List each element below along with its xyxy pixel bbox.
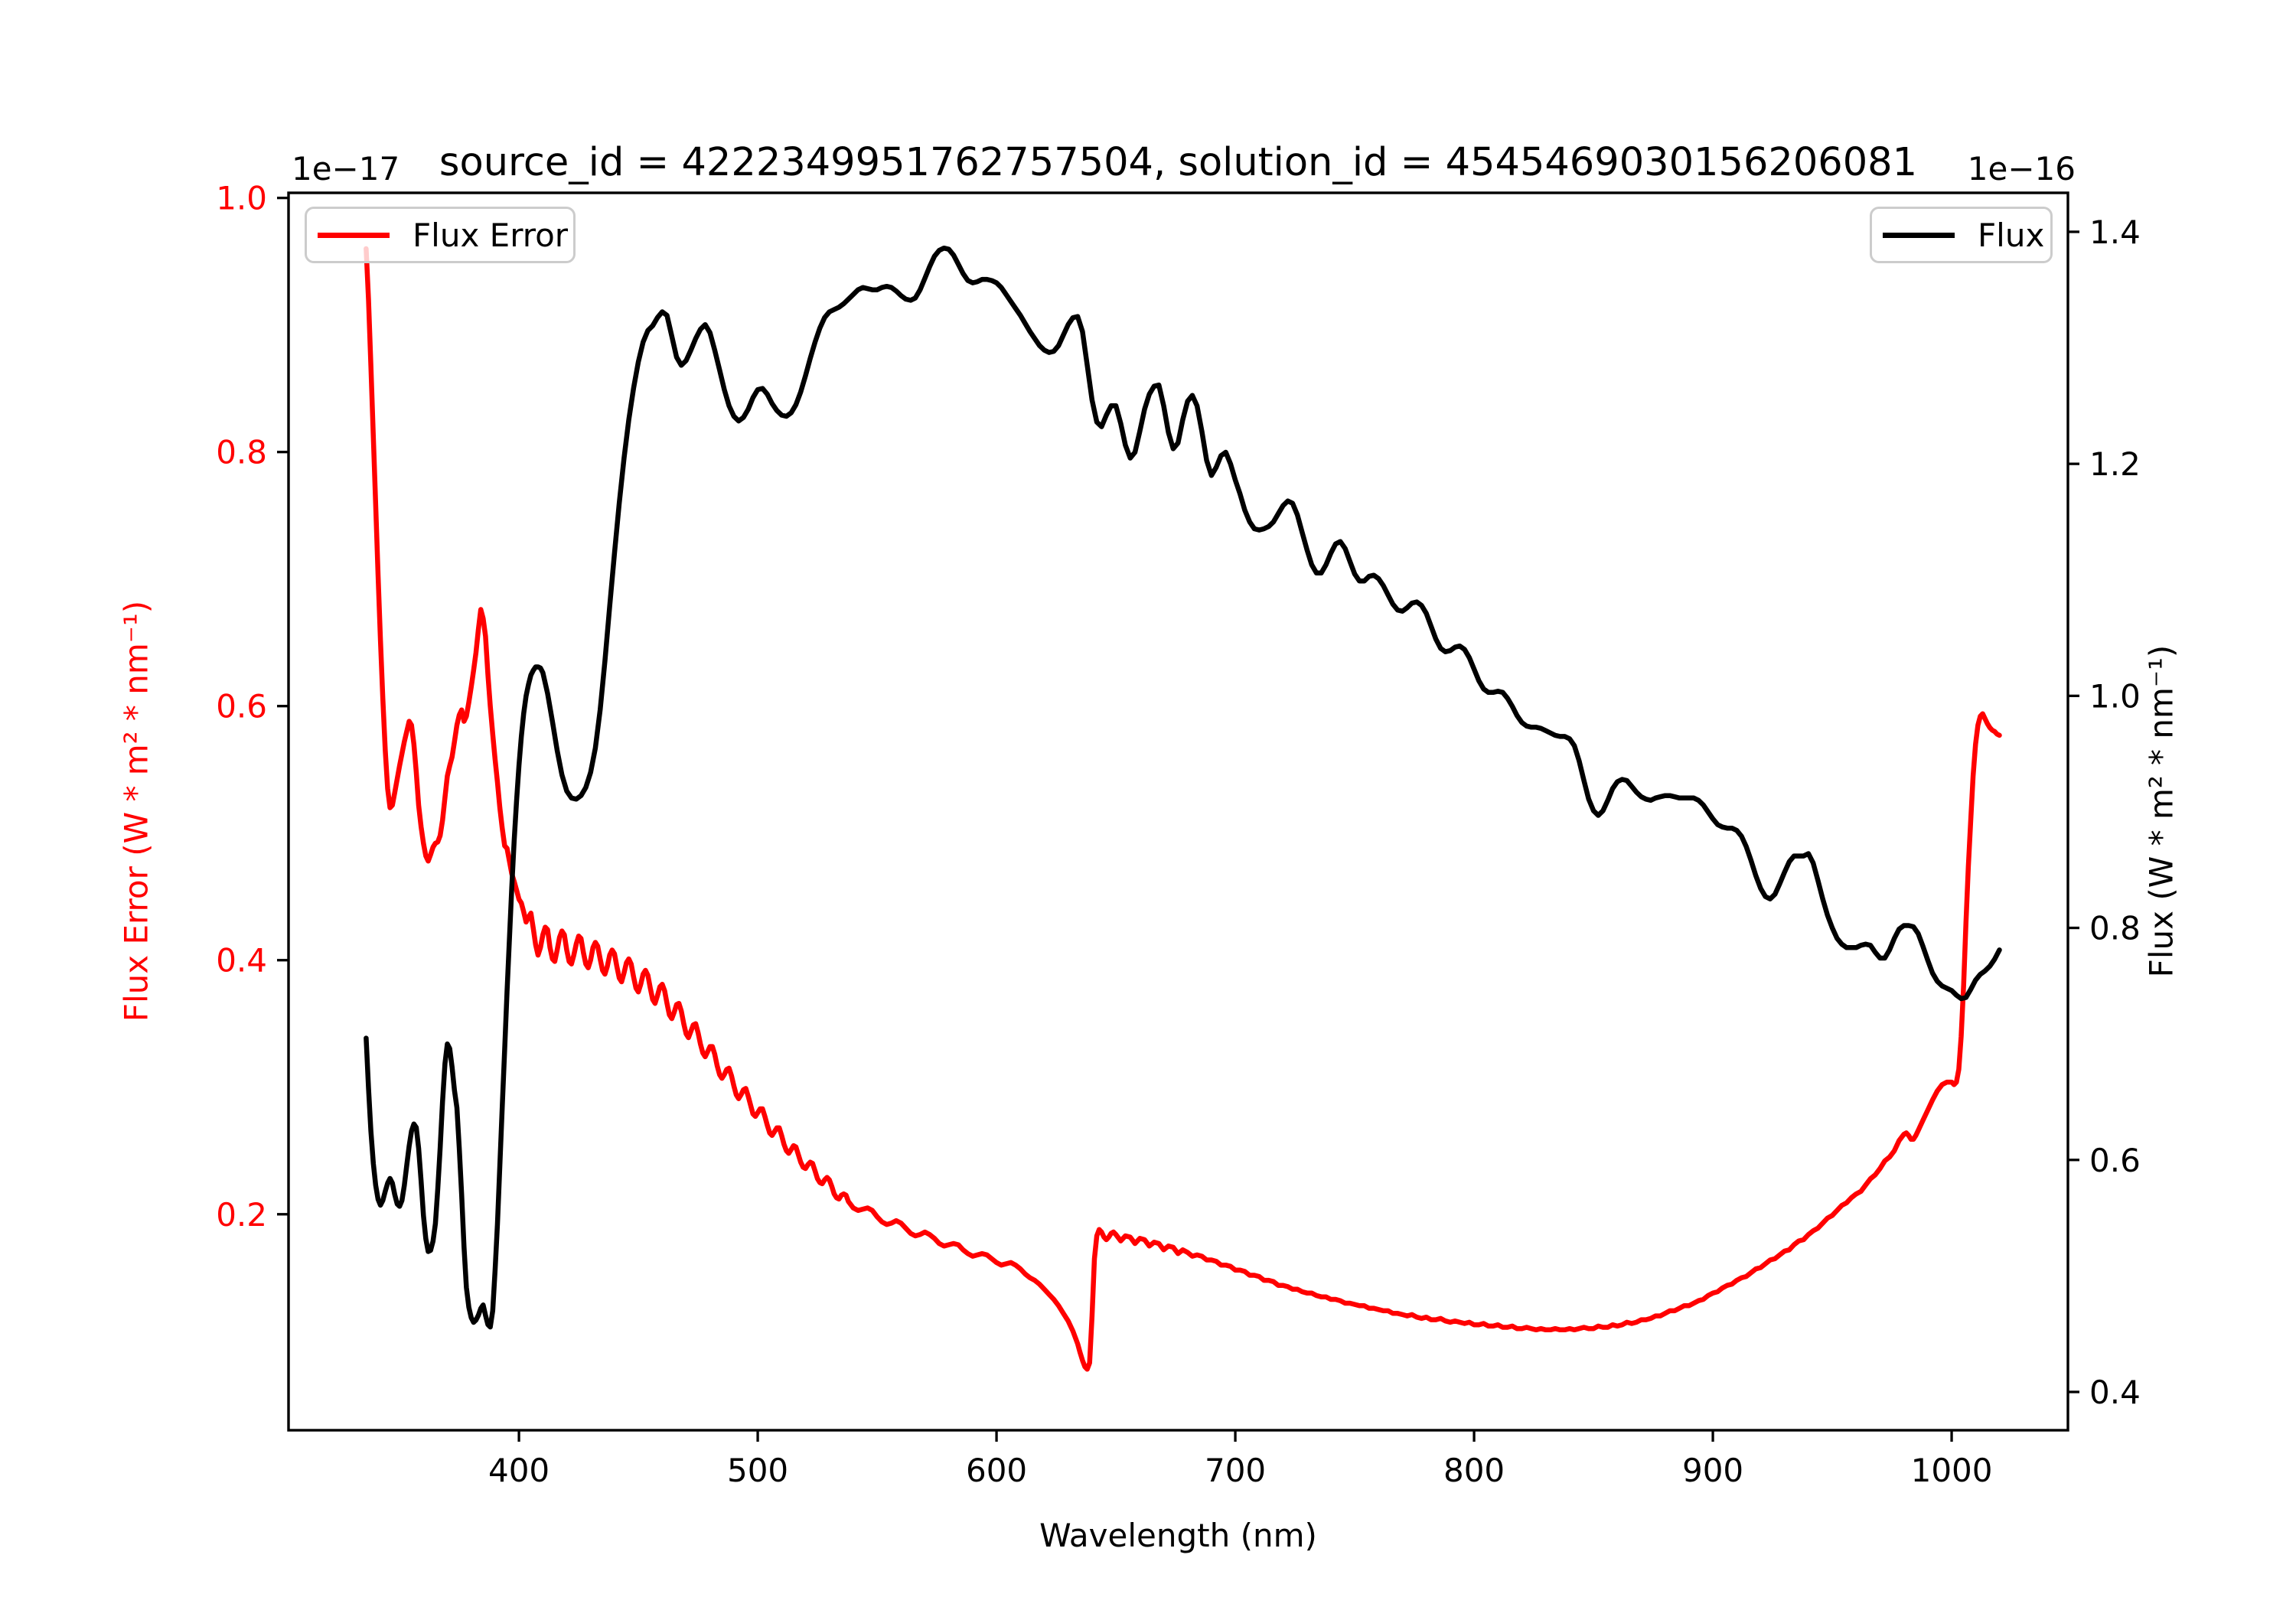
x-tick-label: 1000 bbox=[1911, 1452, 1993, 1489]
axes-frame bbox=[287, 191, 2069, 1432]
right-y-tick-label: 0.4 bbox=[2089, 1374, 2141, 1411]
left-axis-label: Flux Error (W * m² * nm⁻¹) bbox=[117, 600, 155, 1022]
legend-flux: Flux bbox=[1870, 207, 2053, 263]
x-tick-label: 900 bbox=[1682, 1452, 1743, 1489]
legend-flux-error-label: Flux Error bbox=[413, 216, 569, 254]
flux-line-sample bbox=[1883, 232, 1955, 238]
left-y-tick-label: 0.4 bbox=[216, 942, 267, 980]
legend-flux-error: Flux Error bbox=[305, 207, 576, 263]
right-y-tick-label: 1.2 bbox=[2089, 445, 2141, 483]
right-y-tick-label: 0.6 bbox=[2089, 1142, 2141, 1179]
left-y-tick-label: 0.6 bbox=[216, 688, 267, 725]
flux-error-line-sample bbox=[318, 232, 390, 238]
x-tick-label: 800 bbox=[1443, 1452, 1505, 1489]
left-axis-offset-text: 1e−17 bbox=[292, 150, 400, 187]
ticks-layer bbox=[277, 196, 2079, 1442]
chart-title: source_id = 4222349951762757504, solutio… bbox=[439, 140, 1918, 185]
left-y-tick-label: 1.0 bbox=[216, 180, 267, 217]
curves-layer bbox=[364, 245, 2002, 1372]
series-line-flux bbox=[364, 245, 2002, 1330]
x-axis-label: Wavelength (nm) bbox=[1039, 1517, 1317, 1554]
x-tick-label: 500 bbox=[727, 1452, 788, 1489]
left-y-tick-label: 0.2 bbox=[216, 1196, 267, 1234]
x-tick-label: 700 bbox=[1205, 1452, 1266, 1489]
right-y-tick-label: 0.8 bbox=[2089, 910, 2141, 947]
right-axis-label: Flux (W * m² * nm⁻¹) bbox=[2142, 644, 2180, 978]
tick-labels-layer: 400 500 600 700 800 900 1000 0.2 0.4 0.6 0.8 1.0 0.4… bbox=[216, 180, 2141, 1489]
series-line-flux-error bbox=[364, 246, 2002, 1372]
x-tick-label: 600 bbox=[966, 1452, 1027, 1489]
right-axis-offset-text: 1e−16 bbox=[1967, 150, 2076, 187]
legend-flux-label: Flux bbox=[1978, 216, 2045, 254]
right-y-tick-label: 1.0 bbox=[2089, 677, 2141, 715]
right-y-tick-label: 1.4 bbox=[2089, 214, 2141, 251]
left-y-tick-label: 0.8 bbox=[216, 434, 267, 471]
x-tick-label: 400 bbox=[488, 1452, 550, 1489]
